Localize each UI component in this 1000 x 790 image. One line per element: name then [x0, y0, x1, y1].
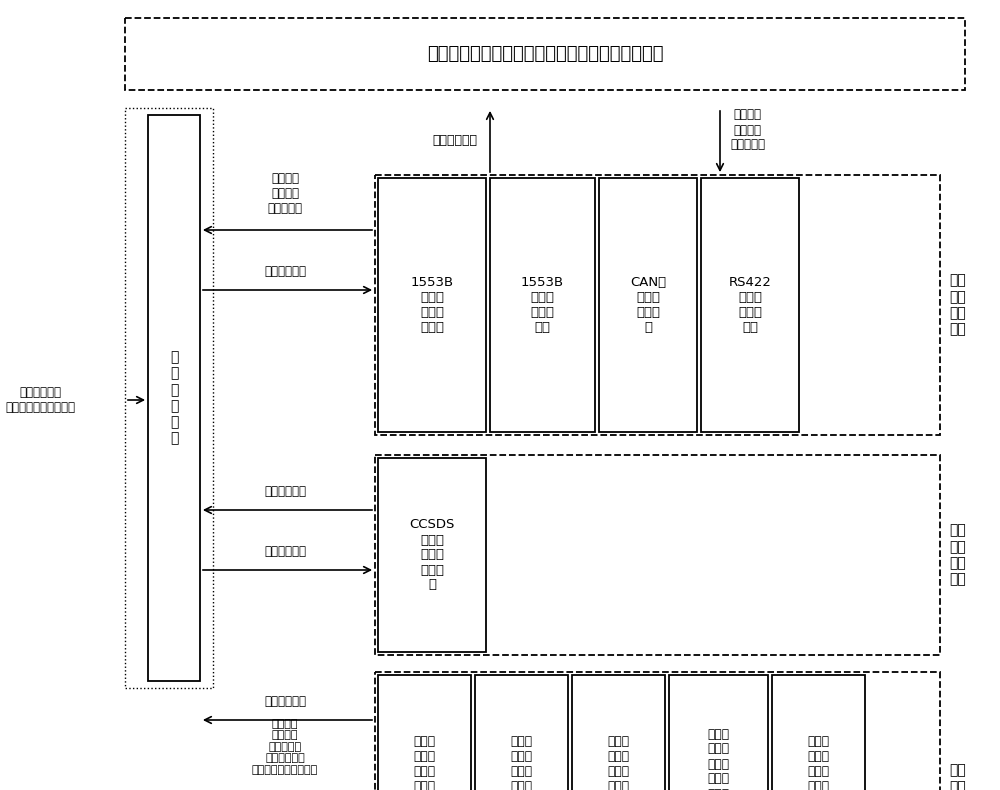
Bar — [378, 675, 471, 790]
Bar — [375, 175, 940, 435]
Text: 载荷
物理
接口
仿真: 载荷 物理 接口 仿真 — [950, 273, 966, 337]
Text: CAN总
线接口
仿真模
块: CAN总 线接口 仿真模 块 — [630, 276, 666, 334]
Bar — [375, 455, 940, 655]
Text: 被测设备（如卫星综合电子、有效载荷管理器等）: 被测设备（如卫星综合电子、有效载荷管理器等） — [427, 45, 663, 63]
Text: 基于故
障与遥
测变量
关联知
识的遥
测数据
生成模
块: 基于故 障与遥 测变量 关联知 识的遥 测数据 生成模 块 — [807, 735, 830, 790]
Text: 遥测原始数据: 遥测原始数据 — [264, 695, 306, 708]
Text: 基于单
维度遥
测变量
关联知
识的遥
测数据
生成模
块: 基于单 维度遥 测变量 关联知 识的遥 测数据 生成模 块 — [413, 735, 436, 790]
Bar — [378, 178, 486, 432]
Text: CCSDS
遥测源
包格式
封装模
块: CCSDS 遥测源 包格式 封装模 块 — [409, 518, 455, 592]
Text: 遥测源包数据: 遥测源包数据 — [264, 485, 306, 498]
Text: 基于多
维度遥
测变量
关联知
识的遥
测数据
生成模
块: 基于多 维度遥 测变量 关联知 识的遥 测数据 生成模 块 — [510, 735, 533, 790]
Text: 遥测源包数据: 遥测源包数据 — [432, 134, 478, 146]
Text: 基于遥
控指令
与遥测
变量关
联知识
的遥测
数据生
成模块: 基于遥 控指令 与遥测 变量关 联知识 的遥测 数据生 成模块 — [607, 735, 630, 790]
Bar — [669, 675, 768, 790]
Bar — [378, 458, 486, 652]
Bar — [375, 672, 940, 790]
Bar — [599, 178, 697, 432]
Bar — [125, 108, 213, 688]
Text: 故障测试需求
健康管理策略测试需求: 故障测试需求 健康管理策略测试需求 — [5, 386, 75, 414]
Bar — [148, 115, 200, 681]
Text: 数据注入
遥控指令
广播时间码: 数据注入 遥控指令 广播时间码 — [268, 172, 302, 215]
Text: 仿
真
平
台
模
块: 仿 真 平 台 模 块 — [170, 351, 178, 446]
Bar — [701, 178, 799, 432]
Bar — [572, 675, 665, 790]
Bar — [772, 675, 865, 790]
Bar — [490, 178, 595, 432]
Text: 1553B
总线控
制器仿
真模块: 1553B 总线控 制器仿 真模块 — [410, 276, 454, 334]
Text: 基于健
康管理
策略与
遥测变
量关联
知识的
的遥测
数据生
成模块: 基于健 康管理 策略与 遥测变 量关联 知识的 的遥测 数据生 成模块 — [707, 728, 730, 790]
Bar — [475, 675, 568, 790]
Text: 数据注入
遥控指令
广播时间码
故障测试需求
健康管理策略测试需求: 数据注入 遥控指令 广播时间码 故障测试需求 健康管理策略测试需求 — [252, 719, 318, 775]
Bar — [125, 18, 965, 90]
Text: RS422
总线接
口仿真
模块: RS422 总线接 口仿真 模块 — [729, 276, 771, 334]
Text: 数据注入
遥控指令
广播时间码: 数据注入 遥控指令 广播时间码 — [730, 108, 765, 152]
Text: 1553B
远置终
端仿真
模块: 1553B 远置终 端仿真 模块 — [521, 276, 564, 334]
Text: 遥测原始数据: 遥测原始数据 — [264, 545, 306, 558]
Text: 遥测
数据
内容
仿真: 遥测 数据 内容 仿真 — [950, 764, 966, 790]
Text: 遥测源包数据: 遥测源包数据 — [264, 265, 306, 278]
Text: 遥测
数据
格式
仿真: 遥测 数据 格式 仿真 — [950, 524, 966, 586]
